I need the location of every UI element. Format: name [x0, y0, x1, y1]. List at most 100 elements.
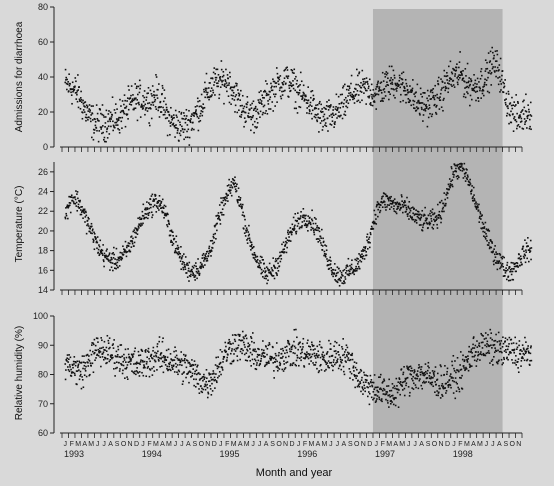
- data-point: [459, 163, 461, 165]
- data-point: [399, 380, 402, 383]
- data-point: [170, 116, 173, 119]
- data-point: [250, 365, 252, 367]
- data-point: [150, 195, 153, 197]
- data-point: [471, 197, 474, 200]
- data-point: [150, 353, 153, 356]
- data-point: [216, 381, 218, 384]
- data-point: [330, 267, 332, 269]
- data-point: [476, 358, 479, 361]
- data-point: [370, 104, 372, 106]
- data-point: [336, 107, 339, 110]
- data-point: [188, 136, 191, 139]
- data-point: [506, 105, 509, 107]
- data-point: [443, 373, 446, 376]
- data-point: [480, 215, 483, 217]
- data-point: [126, 376, 128, 378]
- data-point: [283, 69, 286, 72]
- data-point: [310, 90, 312, 93]
- data-point: [363, 86, 366, 88]
- data-point: [130, 235, 133, 238]
- data-point: [273, 377, 275, 379]
- data-point: [420, 93, 422, 95]
- data-point: [517, 358, 520, 360]
- data-point: [522, 357, 524, 360]
- data-point: [289, 240, 292, 242]
- data-point: [159, 354, 162, 356]
- data-point: [69, 202, 72, 204]
- data-point: [180, 113, 183, 115]
- data-point: [255, 117, 258, 120]
- data-point: [447, 82, 449, 84]
- data-point: [267, 344, 270, 347]
- data-point: [228, 348, 230, 350]
- data-point: [322, 240, 325, 243]
- month-tick-label: N: [205, 441, 210, 448]
- data-point: [510, 110, 512, 113]
- data-point: [326, 258, 328, 260]
- data-point: [164, 355, 167, 358]
- data-point: [417, 211, 420, 213]
- data-point: [491, 358, 494, 361]
- data-point: [401, 82, 404, 84]
- data-point: [517, 371, 520, 374]
- data-point: [386, 72, 389, 75]
- data-point: [182, 380, 184, 383]
- data-point: [212, 378, 214, 381]
- data-point: [257, 354, 260, 357]
- data-point: [170, 106, 172, 109]
- data-point: [325, 245, 328, 247]
- data-point: [76, 383, 78, 386]
- data-point: [459, 376, 461, 379]
- data-point: [400, 368, 403, 370]
- data-point: [469, 94, 472, 97]
- data-point: [358, 267, 361, 270]
- data-point: [386, 391, 389, 393]
- data-point: [199, 266, 201, 269]
- data-point: [493, 253, 496, 256]
- data-point: [229, 186, 231, 189]
- data-point: [526, 358, 529, 361]
- data-point: [376, 203, 378, 206]
- data-point: [293, 226, 296, 228]
- data-point: [221, 208, 224, 210]
- data-point: [124, 348, 127, 351]
- data-point: [94, 359, 96, 362]
- data-point: [188, 275, 191, 277]
- data-point: [481, 92, 484, 95]
- data-point: [127, 361, 130, 364]
- data-point: [494, 347, 496, 349]
- data-point: [172, 364, 175, 367]
- data-point: [94, 120, 97, 123]
- data-point: [395, 212, 398, 215]
- data-point: [509, 270, 511, 273]
- data-point: [320, 110, 322, 113]
- data-point: [203, 373, 205, 376]
- data-point: [293, 328, 296, 331]
- data-point: [260, 355, 263, 357]
- data-point: [528, 111, 530, 113]
- month-tick-label: A: [108, 441, 113, 448]
- data-point: [411, 387, 413, 389]
- data-point: [130, 358, 133, 360]
- data-point: [461, 358, 464, 361]
- data-point: [422, 120, 424, 122]
- data-point: [429, 91, 432, 93]
- data-point: [141, 105, 144, 107]
- data-point: [98, 120, 100, 122]
- data-point: [187, 270, 190, 272]
- data-point: [373, 209, 376, 212]
- data-point: [451, 185, 454, 188]
- data-point: [281, 94, 284, 96]
- data-point: [157, 358, 160, 361]
- data-point: [297, 212, 299, 214]
- month-tick-label: M: [386, 441, 392, 448]
- data-point: [522, 352, 525, 355]
- data-point: [136, 99, 138, 101]
- data-point: [126, 100, 128, 102]
- data-point: [149, 198, 152, 201]
- data-point: [376, 389, 378, 392]
- data-point: [123, 357, 125, 359]
- data-point: [194, 111, 196, 114]
- data-point: [114, 112, 117, 114]
- data-point: [140, 106, 142, 108]
